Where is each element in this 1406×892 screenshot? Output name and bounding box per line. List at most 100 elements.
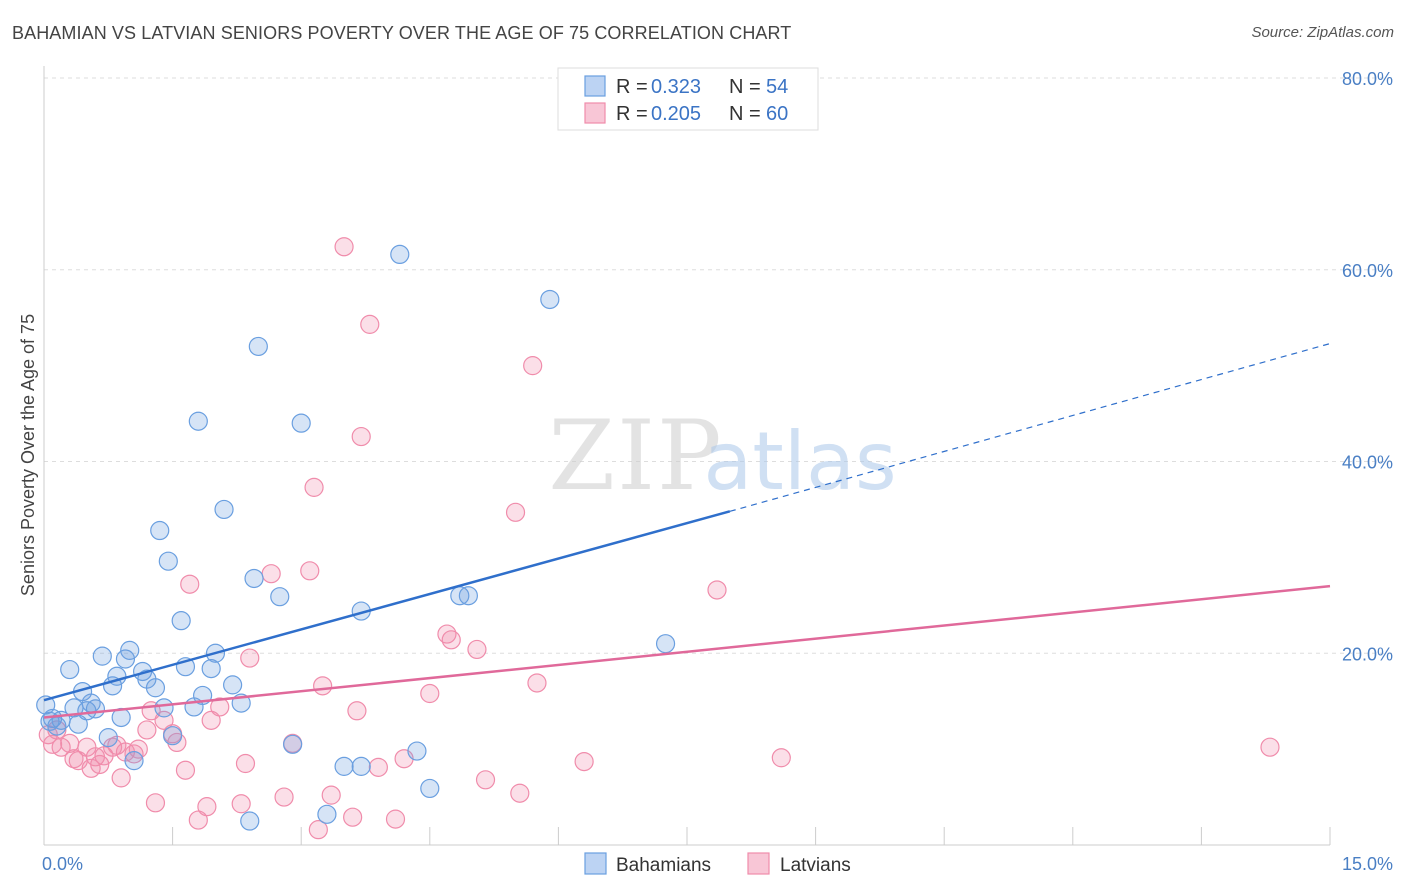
point-bahamians <box>283 734 303 754</box>
point-bahamians <box>145 678 166 698</box>
trendline-bahamians-extrapolated <box>729 342 1331 512</box>
point-latvians <box>505 502 526 522</box>
legend-r-value-bahamians: 0.323 <box>651 76 701 98</box>
point-latvians <box>274 787 294 807</box>
point-latvians <box>467 639 487 660</box>
series-latvians-points <box>38 237 1280 840</box>
chart-title: BAHAMIAN VS LATVIAN SENIORS POVERTY OVER… <box>12 23 792 43</box>
bottom-legend-swatch-bahamians <box>584 852 607 875</box>
point-bahamians <box>201 658 221 679</box>
point-latvians <box>360 314 380 334</box>
point-latvians <box>351 426 371 447</box>
point-bahamians <box>407 741 427 761</box>
point-bahamians <box>223 675 243 695</box>
point-latvians <box>343 807 363 827</box>
y-tick-label: 20.0% <box>1342 644 1393 664</box>
point-bahamians <box>248 336 268 357</box>
point-latvians <box>334 237 354 257</box>
legend-r-label-latvians: R = <box>616 103 648 125</box>
bottom-legend-label-bahamians: Bahamians <box>616 855 711 876</box>
legend-swatch-bahamians <box>584 75 606 97</box>
legend-n-label-bahamians: N = <box>729 76 761 98</box>
point-latvians <box>313 676 333 696</box>
watermark: ZIP atlas <box>548 400 896 512</box>
point-latvians <box>197 797 217 817</box>
point-latvians <box>300 561 320 581</box>
point-latvians <box>201 710 221 730</box>
point-latvians <box>368 757 388 777</box>
point-latvians <box>261 564 281 584</box>
point-latvians <box>574 751 594 772</box>
point-latvians <box>1260 737 1280 757</box>
legend-swatch-latvians <box>584 102 606 124</box>
point-latvians <box>231 794 251 814</box>
point-bahamians <box>150 520 170 541</box>
x-tick-label: 0.0% <box>42 854 83 874</box>
trendline-latvians <box>43 584 1331 719</box>
point-latvians <box>240 648 260 668</box>
point-bahamians <box>334 756 354 776</box>
point-latvians <box>145 793 166 813</box>
point-latvians <box>111 768 131 788</box>
y-axis-label: Seniors Poverty Over the Age of 75 <box>18 314 38 596</box>
point-bahamians <box>171 611 191 631</box>
point-bahamians <box>655 634 676 654</box>
point-latvians <box>175 760 196 780</box>
point-bahamians <box>124 751 144 771</box>
point-bahamians <box>188 411 208 431</box>
point-bahamians <box>60 659 80 680</box>
point-bahamians <box>214 499 234 520</box>
point-bahamians <box>92 646 112 666</box>
point-bahamians <box>420 778 440 799</box>
point-latvians <box>523 356 543 376</box>
point-latvians <box>510 783 530 803</box>
point-latvians <box>137 720 157 740</box>
point-bahamians <box>317 804 337 824</box>
bottom-legend-swatch-latvians <box>747 852 770 875</box>
point-latvians <box>210 697 230 717</box>
point-bahamians <box>115 649 136 669</box>
point-latvians <box>321 785 341 805</box>
point-bahamians <box>244 568 264 589</box>
point-latvians <box>385 809 406 829</box>
x-tick-label: 15.0% <box>1342 854 1393 874</box>
point-latvians <box>308 820 328 840</box>
legend-n-value-bahamians: 54 <box>766 76 788 98</box>
y-tick-label: 80.0% <box>1342 69 1393 89</box>
point-bahamians <box>351 756 371 776</box>
point-bahamians <box>270 587 290 607</box>
point-latvians <box>707 580 727 600</box>
point-latvians <box>441 630 461 650</box>
point-latvians <box>128 739 148 759</box>
trendline-bahamians <box>43 510 731 702</box>
legend-n-label-latvians: N = <box>729 103 761 125</box>
gridlines <box>44 77 1395 654</box>
point-bahamians <box>390 244 410 265</box>
point-bahamians <box>120 640 140 660</box>
tick-labels: 20.0% 40.0% 60.0% 80.0% 0.0% 15.0% <box>42 69 1393 874</box>
point-latvians <box>771 748 791 768</box>
point-bahamians <box>458 586 478 606</box>
source-label: Source: ZipAtlas.com <box>1251 24 1394 41</box>
point-latvians <box>304 477 324 497</box>
y-tick-label: 60.0% <box>1342 261 1393 281</box>
series-legend: Bahamians Latvians <box>584 852 851 876</box>
legend-n-value-latvians: 60 <box>766 103 788 125</box>
point-bahamians <box>540 289 560 310</box>
watermark-atlas: atlas <box>703 415 896 508</box>
point-bahamians <box>98 728 118 748</box>
point-bahamians <box>240 811 260 831</box>
point-latvians <box>188 810 208 830</box>
point-latvians <box>347 701 367 721</box>
point-latvians <box>180 574 200 594</box>
bottom-legend-label-latvians: Latvians <box>780 855 851 876</box>
point-bahamians <box>154 698 174 718</box>
legend-r-label-bahamians: R = <box>616 76 648 98</box>
point-latvians <box>527 673 547 693</box>
trendlines <box>43 342 1331 719</box>
point-latvians <box>420 683 440 704</box>
watermark-zip: ZIP <box>548 400 723 512</box>
stats-legend: R = 0.323 N = 54 R = 0.205 N = 60 <box>557 67 819 131</box>
point-bahamians <box>81 693 101 713</box>
